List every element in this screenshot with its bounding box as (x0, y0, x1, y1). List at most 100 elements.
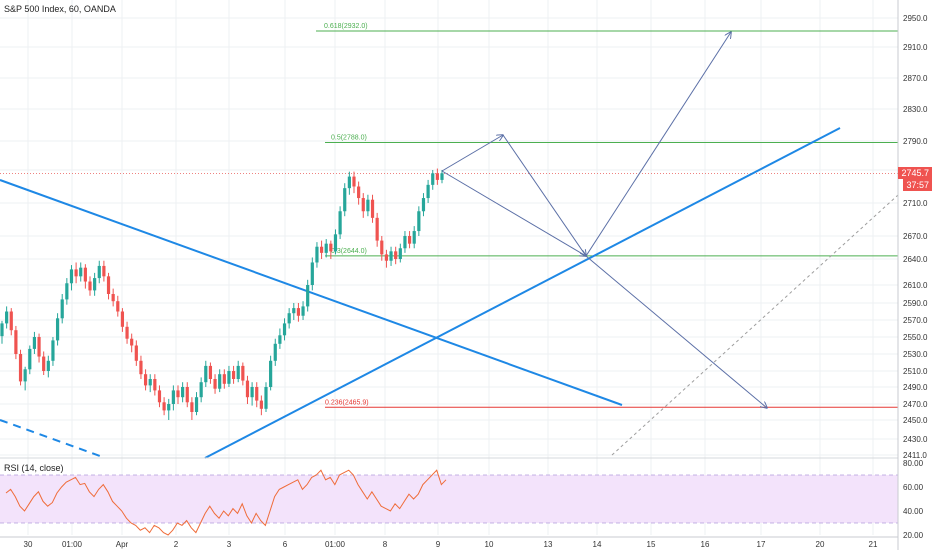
y-tick-label: 2910.0 (903, 43, 928, 52)
projection-arrow (502, 134, 586, 256)
fib-label: 0.5(2788.0) (331, 134, 367, 141)
candle-body (273, 343, 277, 361)
x-tick-label: 6 (283, 540, 288, 549)
candle-body (222, 374, 226, 384)
rsi-line (5, 469, 447, 536)
candle-body (176, 390, 180, 398)
candle-body (65, 283, 69, 300)
candle-body (148, 379, 152, 386)
candle-body (264, 387, 268, 409)
candle-body (375, 217, 379, 241)
candle-body (250, 387, 254, 398)
candle-body (153, 379, 157, 391)
candle-body (245, 380, 250, 398)
candle-body (412, 231, 416, 244)
x-tick-label: 9 (436, 540, 441, 549)
x-tick-label: 20 (816, 540, 825, 549)
rsi-tick-label: 40.00 (903, 507, 924, 516)
rsi-pane (0, 457, 898, 536)
candle-body (88, 281, 92, 291)
candle-body (389, 251, 393, 261)
candle-body (357, 186, 361, 199)
candle-body (93, 278, 97, 291)
candle-body (231, 371, 236, 379)
candle-body (394, 251, 398, 259)
candle-body (116, 301, 120, 312)
candle-body (194, 397, 199, 412)
candle-body (296, 308, 301, 316)
candle-body (269, 360, 273, 387)
candle-body (287, 313, 291, 324)
candle-body (97, 265, 101, 279)
candle-body (185, 387, 189, 403)
candle-body (9, 311, 13, 331)
candle-series (0, 168, 444, 420)
y-tick-label: 2950.0 (903, 14, 928, 23)
candle-body (111, 294, 115, 302)
y-tick-label: 2530.0 (903, 350, 928, 359)
grid (0, 0, 898, 535)
candle-body (190, 402, 194, 412)
y-tick-label: 2590.0 (903, 299, 928, 308)
candle-body (241, 365, 245, 381)
candle-body (28, 348, 32, 370)
trend-line-dashed (0, 419, 101, 457)
x-tick-label: 01:00 (62, 540, 83, 549)
candle-body (310, 262, 314, 285)
candle-body (384, 254, 389, 261)
candle-body (157, 390, 162, 403)
candle-body (139, 360, 143, 375)
rsi-band (0, 475, 898, 523)
candle-body (79, 267, 83, 277)
rsi-tick-label: 20.00 (903, 531, 924, 540)
fib-label: 0.618(2932.0) (324, 23, 368, 30)
fib-label: 0.3(2644.0) (331, 248, 367, 255)
candle-body (440, 173, 444, 180)
candle-body (301, 306, 305, 316)
candle-body (167, 404, 171, 411)
candle-body (60, 299, 64, 319)
candle-body (102, 265, 106, 277)
x-tick-label: 21 (869, 540, 878, 549)
candle-body (181, 387, 185, 398)
candle-body (125, 326, 129, 339)
candle-body (162, 402, 166, 411)
candle-body (171, 390, 175, 404)
y-tick-label: 2510.0 (903, 367, 928, 376)
chart-title: S&P 500 Index, 60, OANDA (4, 4, 116, 14)
y-tick-label: 2710.0 (903, 199, 928, 208)
candle-body (74, 269, 78, 277)
candle-body (426, 184, 430, 199)
y-tick-label: 2790.0 (903, 137, 928, 146)
trend-lines (0, 127, 899, 459)
candle-body (319, 246, 324, 253)
candle-body (120, 311, 125, 327)
x-tick-label: 17 (757, 540, 766, 549)
candle-body (352, 176, 356, 187)
x-tick-label: 10 (485, 540, 494, 549)
x-tick-label: 2 (174, 540, 179, 549)
candle-body (329, 243, 333, 252)
projection-arrows (441, 32, 767, 408)
candle-body (51, 340, 55, 361)
candle-body (236, 365, 240, 379)
candle-body (435, 173, 439, 180)
candle-body (32, 337, 37, 349)
candle-body (143, 374, 148, 386)
rsi-tick-label: 60.00 (903, 483, 924, 492)
y-tick-label: 2550.0 (903, 333, 928, 342)
y-tick-label: 2570.0 (903, 316, 928, 325)
candle-body (199, 382, 203, 398)
candle-body (333, 234, 338, 252)
candle-body (361, 198, 365, 212)
x-tick-label: 3 (227, 540, 232, 549)
candle-body (134, 345, 138, 361)
candle-body (282, 323, 287, 336)
x-tick-label: 13 (544, 540, 553, 549)
candle-body (204, 365, 208, 383)
y-tick-label: 2870.0 (903, 74, 928, 83)
fib-label: 0.236(2465.9) (325, 399, 369, 406)
candle-body (18, 354, 23, 382)
x-tick-label: 16 (701, 540, 710, 549)
